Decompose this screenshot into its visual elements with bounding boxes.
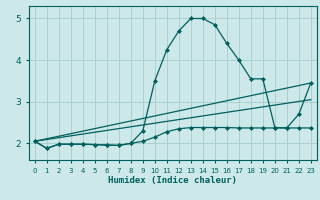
X-axis label: Humidex (Indice chaleur): Humidex (Indice chaleur)	[108, 176, 237, 185]
